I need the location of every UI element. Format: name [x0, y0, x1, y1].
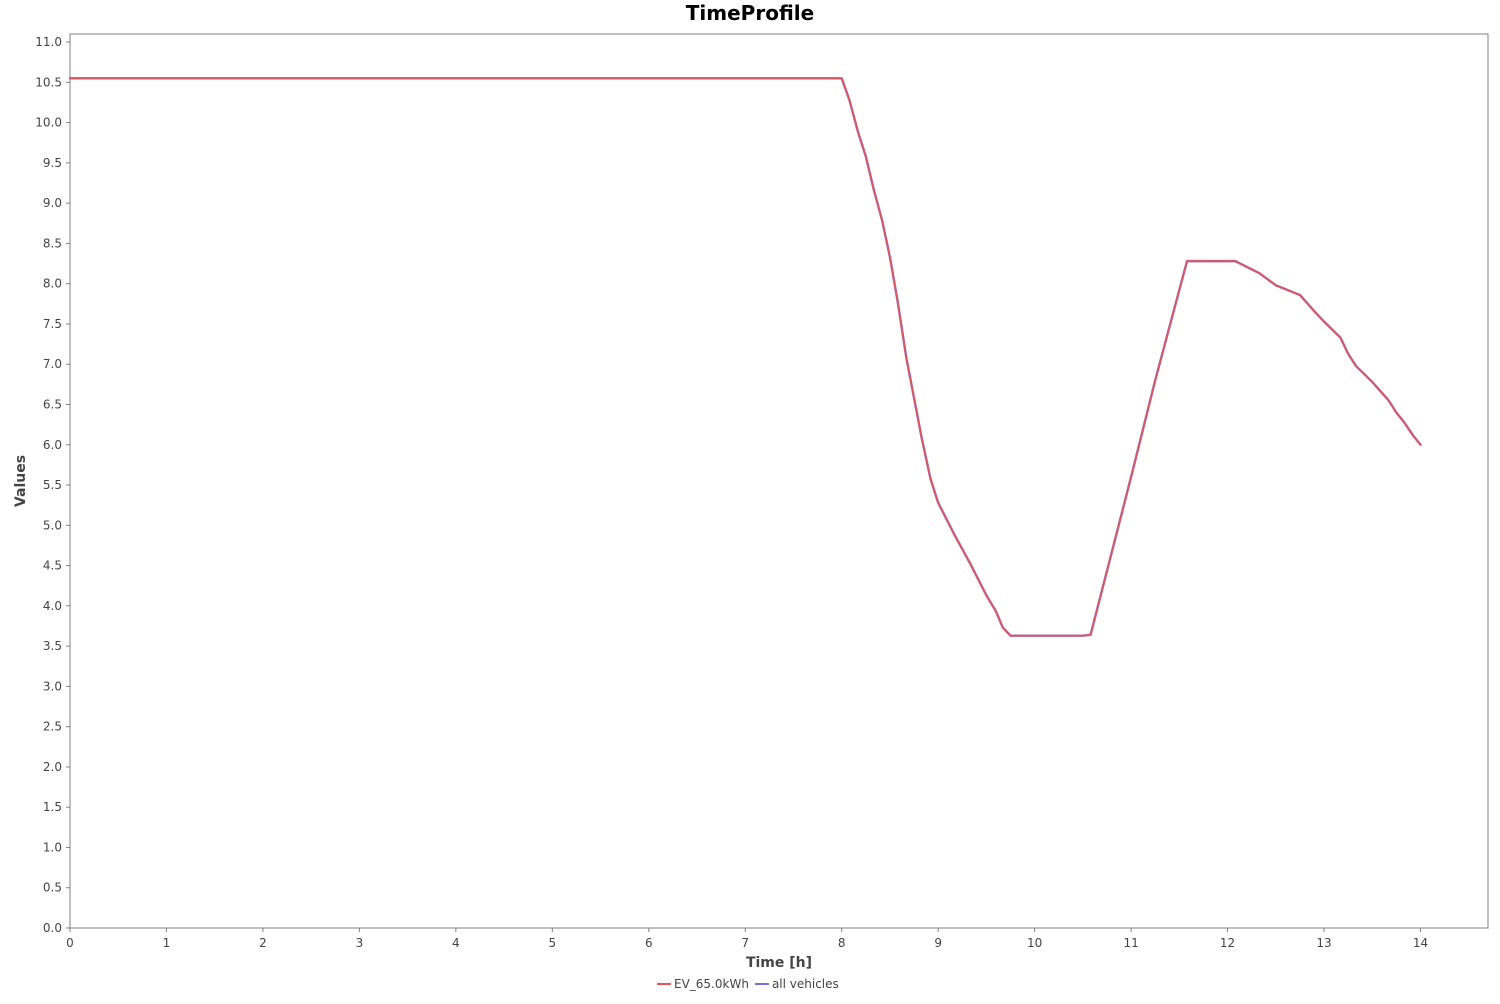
y-tick-label: 8.5 — [43, 236, 62, 250]
y-axis-ticks: 0.0 0.5 1.0 1.5 2.0 2.5 3.0 3.5 4.0 4.5 5.0 5.5 6.0 6… — [35, 35, 70, 935]
y-tick-label: 10.5 — [35, 75, 62, 89]
legend-label: EV_65.0kWh — [674, 977, 749, 991]
y-axis-label: Values — [13, 455, 29, 507]
y-tick-label: 10.0 — [35, 116, 62, 130]
x-axis-ticks: 0 1 2 3 4 5 6 7 8 9 10 11 12 13 14 — [66, 928, 1428, 950]
x-tick-label: 8 — [838, 936, 846, 950]
x-tick-label: 4 — [452, 936, 460, 950]
x-tick-label: 3 — [356, 936, 364, 950]
y-tick-label: 9.5 — [43, 156, 62, 170]
x-axis-label: Time [h] — [746, 955, 812, 971]
y-tick-label: 4.5 — [43, 559, 62, 573]
y-tick-label: 1.0 — [43, 840, 62, 854]
y-tick-label: 6.5 — [43, 397, 62, 411]
plot-area — [69, 33, 1489, 929]
x-tick-label: 1 — [163, 936, 171, 950]
y-tick-label: 7.5 — [43, 317, 62, 331]
y-tick-label: 5.0 — [43, 518, 62, 532]
y-tick-label: 9.0 — [43, 196, 62, 210]
y-tick-label: 6.0 — [43, 438, 62, 452]
series-layer — [68, 77, 1422, 637]
y-tick-label: 2.0 — [43, 760, 62, 774]
x-tick-label: 9 — [934, 936, 942, 950]
x-tick-label: 6 — [645, 936, 653, 950]
y-tick-label: 3.5 — [43, 639, 62, 653]
y-tick-label: 2.5 — [43, 720, 62, 734]
y-tick-label: 11.0 — [35, 35, 62, 49]
x-tick-label: 14 — [1413, 936, 1428, 950]
x-tick-label: 5 — [548, 936, 556, 950]
x-tick-label: 11 — [1123, 936, 1138, 950]
y-tick-label: 3.0 — [43, 679, 62, 693]
y-tick-label: 4.0 — [43, 599, 62, 613]
y-tick-label: 0.5 — [43, 881, 62, 895]
series-line-ev-65-0kwh — [69, 77, 1422, 637]
y-tick-label: 7.0 — [43, 357, 62, 371]
x-tick-label: 12 — [1220, 936, 1235, 950]
y-tick-label: 0.0 — [43, 921, 62, 935]
y-tick-label: 1.5 — [43, 800, 62, 814]
x-tick-label: 0 — [66, 936, 74, 950]
x-tick-label: 2 — [259, 936, 267, 950]
chart-title: TimeProfile — [686, 1, 814, 25]
x-tick-label: 13 — [1316, 936, 1331, 950]
y-tick-label: 5.5 — [43, 478, 62, 492]
legend: EV_65.0kWh all vehicles — [657, 977, 839, 991]
x-tick-label: 10 — [1027, 936, 1042, 950]
legend-label: all vehicles — [772, 977, 839, 991]
x-tick-label: 7 — [741, 936, 749, 950]
y-tick-label: 8.0 — [43, 277, 62, 291]
